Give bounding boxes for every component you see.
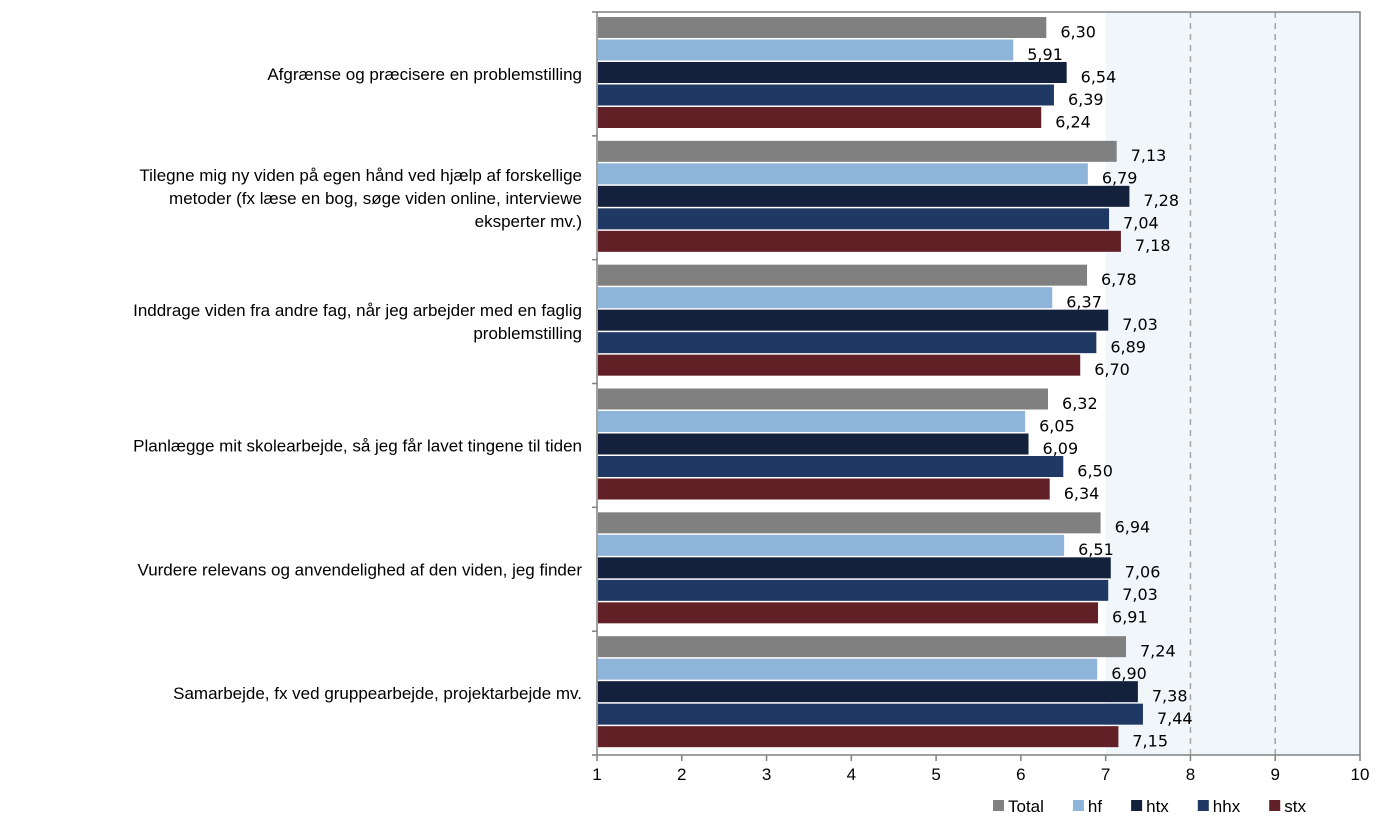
x-tick-label: 5 xyxy=(931,765,940,784)
legend-label-stx: stx xyxy=(1284,797,1306,816)
value-label: 6,37 xyxy=(1066,292,1102,311)
value-label: 6,54 xyxy=(1081,67,1117,86)
bar-hhx-3 xyxy=(598,456,1064,477)
legend-label-hf: hf xyxy=(1088,797,1102,816)
value-label: 6,89 xyxy=(1110,337,1146,356)
value-label: 5,91 xyxy=(1027,45,1063,64)
x-tick-label: 3 xyxy=(762,765,771,784)
x-tick-label: 4 xyxy=(847,765,856,784)
bar-stx-3 xyxy=(598,478,1050,500)
value-label: 7,03 xyxy=(1122,585,1158,604)
x-tick-label: 6 xyxy=(1016,765,1025,784)
bar-stx-2 xyxy=(598,354,1081,376)
value-label: 7,24 xyxy=(1140,641,1176,660)
value-label: 6,90 xyxy=(1111,664,1147,683)
category-label: Planlægge mit skolearbejde, så jeg får l… xyxy=(133,436,582,455)
bar-total-1 xyxy=(598,140,1117,162)
bar-stx-1 xyxy=(598,230,1121,252)
legend-swatch-htx xyxy=(1131,800,1143,811)
value-label: 6,05 xyxy=(1039,416,1075,435)
bar-total-5 xyxy=(598,636,1127,658)
bar-htx-3 xyxy=(598,433,1029,455)
bar-hf-4 xyxy=(598,534,1065,556)
value-label: 7,06 xyxy=(1125,563,1161,582)
bar-total-4 xyxy=(598,512,1101,534)
legend-label-hhx: hhx xyxy=(1213,797,1241,816)
category-label: metoder (fx læse en bog, søge viden onli… xyxy=(169,189,582,208)
bar-hhx-5 xyxy=(598,703,1143,725)
category-label: Samarbejde, fx ved gruppearbejde, projek… xyxy=(173,684,582,703)
bar-stx-5 xyxy=(598,726,1119,748)
bar-hf-0 xyxy=(598,39,1014,61)
x-tick-label: 10 xyxy=(1351,765,1370,784)
bar-htx-1 xyxy=(598,185,1130,207)
bar-hf-3 xyxy=(598,411,1026,432)
value-label: 7,13 xyxy=(1131,146,1167,165)
value-label: 6,32 xyxy=(1062,394,1098,413)
bar-hhx-0 xyxy=(598,84,1054,106)
legend-label-htx: htx xyxy=(1146,797,1169,816)
x-tick-label: 7 xyxy=(1101,765,1110,784)
value-label: 7,38 xyxy=(1152,686,1188,705)
legend-swatch-total xyxy=(993,800,1004,811)
value-label: 6,51 xyxy=(1078,540,1114,559)
value-label: 7,03 xyxy=(1122,315,1158,334)
bar-htx-0 xyxy=(598,62,1067,83)
value-label: 7,15 xyxy=(1132,731,1168,750)
x-tick-label: 8 xyxy=(1186,765,1195,784)
value-label: 6,24 xyxy=(1055,112,1091,131)
bar-stx-4 xyxy=(598,602,1099,624)
value-label: 7,28 xyxy=(1143,191,1179,210)
value-label: 7,04 xyxy=(1123,214,1159,233)
value-label: 6,50 xyxy=(1077,461,1113,480)
bar-htx-4 xyxy=(598,557,1111,579)
category-label: Afgrænse og præcisere en problemstilling xyxy=(267,65,582,84)
category-label: Vurdere relevans og anvendelighed af den… xyxy=(137,560,582,579)
legend-swatch-stx xyxy=(1269,800,1281,811)
bar-stx-0 xyxy=(598,107,1042,128)
legend-swatch-hf xyxy=(1072,800,1084,811)
bar-total-2 xyxy=(598,264,1088,286)
bar-hf-2 xyxy=(598,287,1053,309)
bar-htx-2 xyxy=(598,309,1109,331)
shaded-region xyxy=(1105,12,1360,755)
category-label: Tilegne mig ny viden på egen hånd ved hj… xyxy=(139,166,582,185)
value-label: 6,79 xyxy=(1102,169,1138,188)
x-tick-label: 2 xyxy=(677,765,686,784)
legend-label-total: Total xyxy=(1008,797,1044,816)
value-label: 6,09 xyxy=(1043,439,1079,458)
value-label: 7,18 xyxy=(1135,236,1171,255)
value-label: 6,34 xyxy=(1064,484,1100,503)
category-label: Inddrage viden fra andre fag, når jeg ar… xyxy=(133,301,582,320)
bar-total-3 xyxy=(598,388,1049,410)
bar-htx-5 xyxy=(598,681,1138,703)
value-label: 6,39 xyxy=(1068,90,1104,109)
x-tick-label: 1 xyxy=(592,765,601,784)
value-label: 6,70 xyxy=(1094,360,1130,379)
category-label: eksperter mv.) xyxy=(475,212,582,231)
bar-hhx-1 xyxy=(598,208,1110,230)
x-tick-label: 9 xyxy=(1270,765,1279,784)
value-label: 6,78 xyxy=(1101,270,1137,289)
value-label: 6,91 xyxy=(1112,608,1148,627)
legend-swatch-hhx xyxy=(1197,800,1209,811)
value-label: 7,44 xyxy=(1157,709,1193,728)
bar-hf-5 xyxy=(598,658,1098,680)
bar-hf-1 xyxy=(598,163,1088,185)
value-label: 6,30 xyxy=(1060,22,1096,41)
value-label: 6,94 xyxy=(1115,518,1151,537)
bar-hhx-4 xyxy=(598,579,1109,601)
bar-hhx-2 xyxy=(598,332,1097,354)
bar-total-0 xyxy=(598,17,1047,38)
category-label: problemstilling xyxy=(473,324,582,343)
